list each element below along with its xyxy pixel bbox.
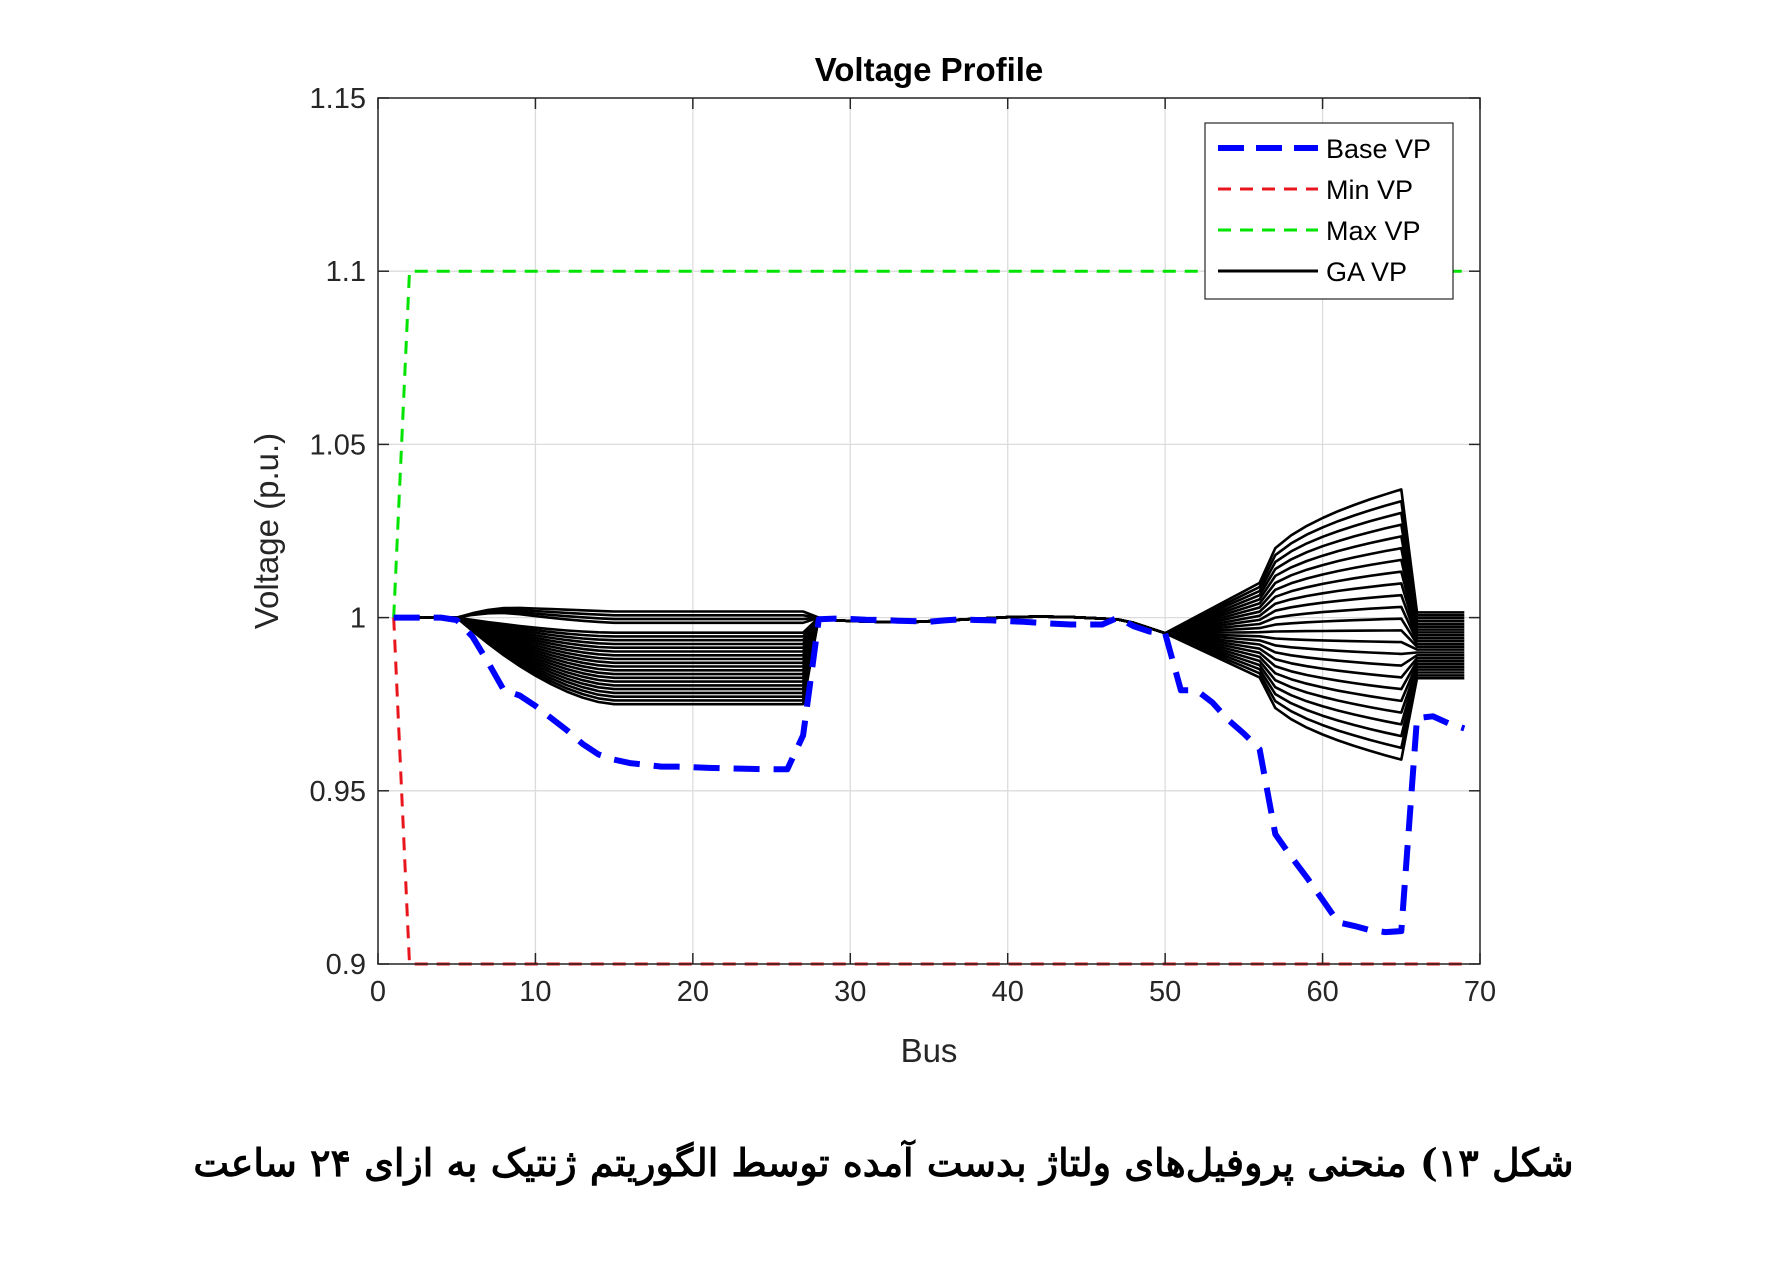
base-vp-line — [393, 614, 1466, 936]
legend-label: Max VP — [1326, 216, 1421, 246]
x-tick-label: 60 — [1306, 976, 1338, 1008]
legend-label: Base VP — [1326, 134, 1431, 164]
x-tick-label: 70 — [1464, 976, 1496, 1008]
legend-label: Min VP — [1326, 175, 1413, 205]
max-vp-line — [392, 269, 1465, 618]
y-tick-label: 1 — [350, 603, 366, 635]
series-lines — [392, 269, 1466, 966]
x-tick-label: 30 — [834, 976, 866, 1008]
ga-vp-line — [393, 488, 1465, 635]
plot-frame — [377, 97, 1481, 965]
figure-caption: شکل ۱۳) منحنی پروفیل‌های ولتاژ بدست آمده… — [193, 1140, 1574, 1185]
x-tick-label: 20 — [677, 976, 709, 1008]
y-tick-label: 1.15 — [310, 83, 366, 115]
x-tick-label: 50 — [1149, 976, 1181, 1008]
y-tick-label: 0.9 — [326, 949, 366, 981]
legend-label: GA VP — [1326, 257, 1407, 287]
chart-title: Voltage Profile — [815, 51, 1044, 88]
x-tick-label: 10 — [519, 976, 551, 1008]
x-axis-label: Bus — [901, 1032, 958, 1069]
y-tick-label: 1.05 — [310, 429, 366, 461]
axis-ticks: 0 10 20 30 40 50 60 70 0.9 0.95 1 1.05 1.1 1.15 — [310, 83, 1497, 1008]
y-axis-label: Voltage (p.u.) — [248, 433, 285, 629]
y-tick-label: 1.1 — [326, 256, 366, 288]
y-tick-label: 0.95 — [310, 776, 366, 808]
x-tick-label: 0 — [370, 976, 386, 1008]
legend: Base VP Min VP Max VP GA VP — [1204, 122, 1454, 300]
x-tick-label: 40 — [992, 976, 1024, 1008]
